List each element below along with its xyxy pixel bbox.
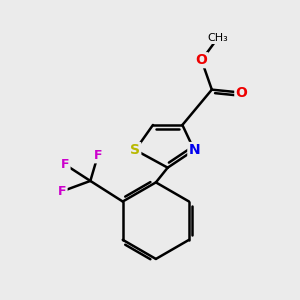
Text: F: F: [61, 158, 70, 171]
Text: CH₃: CH₃: [207, 33, 228, 43]
Text: O: O: [196, 53, 208, 67]
Text: S: S: [130, 143, 140, 157]
Text: F: F: [58, 185, 67, 198]
Text: F: F: [94, 149, 102, 162]
Text: N: N: [188, 143, 200, 157]
Text: O: O: [235, 85, 247, 100]
